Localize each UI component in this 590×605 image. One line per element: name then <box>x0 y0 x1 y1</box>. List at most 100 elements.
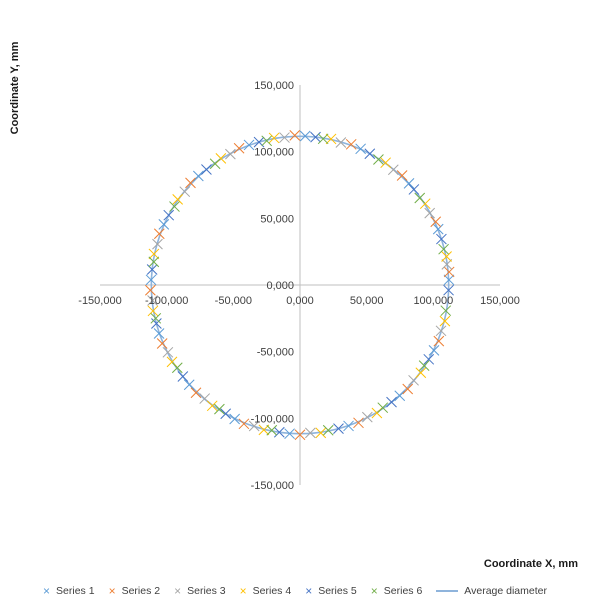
legend-marker-x-icon: × <box>370 584 378 598</box>
series-2-point <box>156 338 168 349</box>
series-1-point <box>343 420 354 432</box>
series-4-point <box>206 400 218 412</box>
legend: × Series 1 × Series 2 × Series 3 × Series 4 × Ser… <box>0 585 590 597</box>
legend-marker-x-icon: × <box>108 584 116 598</box>
legend-label: Series 1 <box>56 585 95 597</box>
series-5-point <box>436 233 447 245</box>
legend-marker-x-icon: × <box>174 584 182 598</box>
legend-label: Series 3 <box>187 585 226 597</box>
series-2-point <box>289 130 301 141</box>
axes <box>100 85 500 485</box>
series-3-point <box>147 295 158 306</box>
x-tick-label: 0,000 <box>286 295 314 307</box>
series-2-point <box>145 284 156 296</box>
legend-item-series-6: × Series 6 <box>371 585 423 597</box>
series-1-point <box>192 170 204 182</box>
series-1-point <box>229 413 241 425</box>
x-axis-title: Coordinate X, mm <box>484 558 578 570</box>
series-5-point <box>151 318 162 329</box>
series-3-point <box>435 325 447 337</box>
series-1-point <box>243 139 255 151</box>
series-2-point <box>443 266 455 278</box>
y-tick-label: -100,000 <box>251 413 294 425</box>
series-2-point <box>433 335 445 347</box>
tick-labels: -150,000 -100,000 -50,000 0,000 50,000 100,00… <box>78 80 520 492</box>
series-5-point <box>333 423 344 434</box>
series-2-point <box>402 383 414 395</box>
series-6-point <box>171 362 183 374</box>
series-1-point <box>153 328 165 339</box>
series-4-point <box>315 427 327 439</box>
series-4-point <box>172 193 184 205</box>
series-3-point <box>248 420 260 432</box>
series-1-point <box>432 223 444 235</box>
series-5-point <box>408 184 420 195</box>
series-4-point <box>147 305 159 317</box>
series-1-point <box>145 274 157 286</box>
series-2-point <box>345 138 357 150</box>
legend-item-series-1: × Series 1 <box>43 585 95 597</box>
series-2-point <box>396 170 408 181</box>
legend-marker-x-icon: × <box>305 584 313 598</box>
series-5-point <box>273 426 285 438</box>
series-3-point <box>279 132 290 143</box>
series-2-point <box>294 429 306 441</box>
series-3-point <box>162 346 174 358</box>
series-4-point <box>441 251 452 262</box>
series-3-point <box>304 427 316 439</box>
series-2-point <box>233 142 245 154</box>
legend-item-series-2: × Series 2 <box>109 585 161 597</box>
y-tick-label: 0,000 <box>266 280 294 292</box>
series-6-point <box>322 424 334 436</box>
series-2-point <box>190 387 202 399</box>
y-tick-label: 150,000 <box>254 80 294 92</box>
x-tick-label: -100,000 <box>145 295 188 307</box>
legend-item-series-4: × Series 4 <box>240 585 292 597</box>
series-2-point <box>185 177 196 189</box>
series-4-point <box>268 132 280 144</box>
series-2-point <box>238 418 250 430</box>
series-6-point <box>440 305 452 317</box>
y-tick-label: -50,000 <box>257 347 294 359</box>
series-1-point <box>355 143 366 155</box>
legend-marker-x-icon: × <box>239 584 247 598</box>
series-6-point <box>418 360 430 371</box>
legend-label: Average diameter <box>464 585 547 597</box>
series-6-point <box>148 256 160 268</box>
series-6-point <box>209 158 221 170</box>
series-1-point <box>403 177 415 189</box>
legend-label: Series 6 <box>383 585 423 597</box>
series-6-point <box>377 402 389 414</box>
legend-line-icon <box>436 590 459 592</box>
series-5-point <box>177 371 189 382</box>
series-1-point <box>428 344 440 356</box>
series-2-point <box>353 417 364 429</box>
y-axis-title: Coordinate Y, mm <box>9 41 21 134</box>
x-tick-label: -50,000 <box>215 295 252 307</box>
series-6-point <box>373 154 384 165</box>
legend-item-average-diameter: Average diameter <box>436 585 547 597</box>
series-4-point <box>258 424 270 436</box>
legend-item-series-5: × Series 5 <box>305 585 357 597</box>
y-tick-label: 100,000 <box>254 147 294 159</box>
series-2-point <box>430 216 442 228</box>
series-5-point <box>310 131 321 143</box>
series-6-point <box>266 424 278 436</box>
legend-label: Series 4 <box>252 585 292 597</box>
series-3-point <box>424 207 436 219</box>
series-1-point <box>284 428 295 440</box>
series-5-point <box>146 264 158 275</box>
series-6-point <box>438 243 449 255</box>
series-5-point <box>201 164 212 175</box>
series-1-point <box>299 130 311 142</box>
series-6-point <box>169 201 180 212</box>
markers-group <box>145 130 455 441</box>
scatter-chart: -150,000 -100,000 -50,000 0,000 50,000 100,00… <box>9 41 578 570</box>
x-tick-label: 50,000 <box>350 295 384 307</box>
series-5-point <box>163 209 175 221</box>
series-4-point <box>439 315 451 327</box>
series-5-point <box>364 148 376 160</box>
series-4-point <box>148 248 160 260</box>
legend-label: Series 2 <box>121 585 161 597</box>
x-tick-label: 150,000 <box>480 295 520 307</box>
